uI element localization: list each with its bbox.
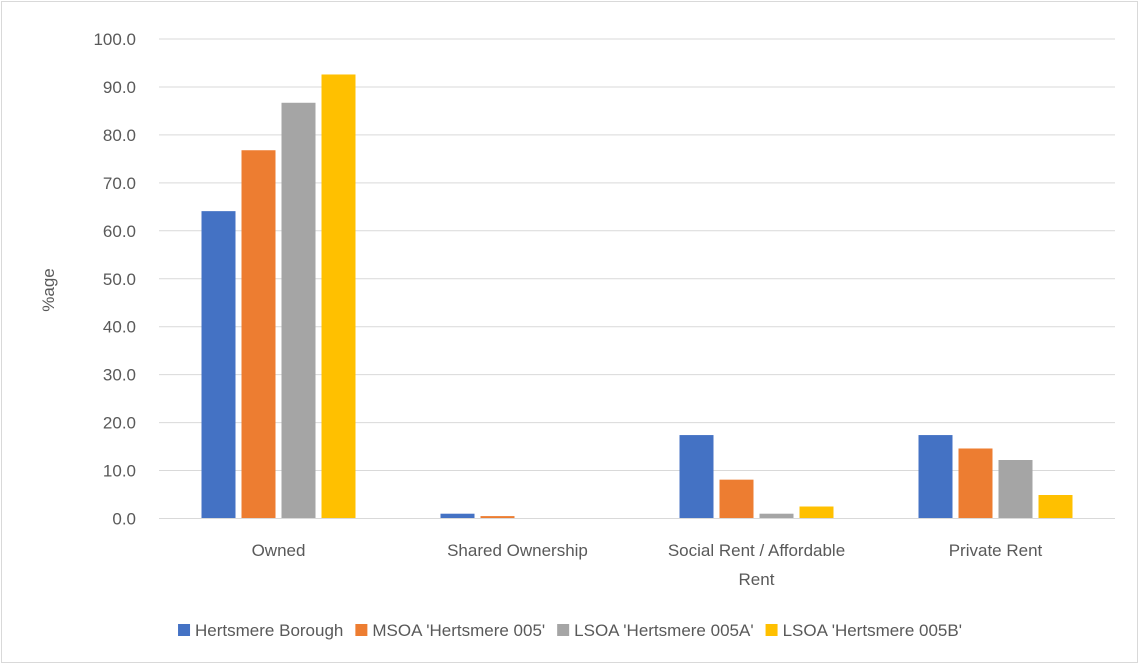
bar — [958, 448, 993, 519]
legend-swatch — [355, 624, 368, 636]
bar — [440, 513, 475, 519]
bar — [759, 513, 794, 519]
y-tick-label: 100.0 — [93, 30, 136, 49]
bar — [719, 479, 754, 519]
x-category-label: Owned — [252, 541, 306, 560]
gridlines — [159, 38, 1115, 472]
bar — [480, 516, 515, 519]
legend-swatch — [557, 624, 570, 636]
bars — [201, 74, 1073, 519]
y-tick-label: 50.0 — [103, 270, 136, 289]
y-axis-ticks: 0.0 10.0 20.0 30.0 40.0 50.0 60.0 70.0 80.0 90.0 1… — [93, 30, 136, 529]
bar — [281, 102, 316, 519]
y-tick-label: 0.0 — [112, 510, 136, 529]
legend-swatch — [178, 624, 191, 636]
x-category-label: Rent — [739, 570, 775, 589]
bar — [321, 74, 356, 519]
y-tick-label: 30.0 — [103, 366, 136, 385]
y-tick-label: 20.0 — [103, 414, 136, 433]
bar — [998, 460, 1033, 519]
x-axis-categories: Owned Shared Ownership Social Rent / Affor… — [252, 541, 1043, 589]
legend-label: LSOA 'Hertsmere 005B' — [783, 621, 962, 640]
legend-label: LSOA 'Hertsmere 005A' — [574, 621, 753, 640]
legend-label: MSOA 'Hertsmere 005' — [372, 621, 545, 640]
x-category-label: Social Rent / Affordable — [668, 541, 845, 560]
y-tick-label: 80.0 — [103, 126, 136, 145]
legend: Hertsmere Borough MSOA 'Hertsmere 005' LSO… — [178, 621, 962, 640]
bar — [918, 435, 953, 519]
y-tick-label: 90.0 — [103, 78, 136, 97]
bar — [679, 435, 714, 519]
bar — [201, 211, 236, 519]
bar — [1038, 495, 1073, 519]
x-category-label: Private Rent — [949, 541, 1043, 560]
y-tick-label: 40.0 — [103, 318, 136, 337]
legend-label: Hertsmere Borough — [195, 621, 343, 640]
bar — [799, 506, 834, 519]
legend-swatch — [765, 624, 778, 636]
y-tick-label: 60.0 — [103, 222, 136, 241]
y-tick-label: 10.0 — [103, 462, 136, 481]
bar — [241, 150, 276, 519]
y-tick-label: 70.0 — [103, 174, 136, 193]
x-category-label: Shared Ownership — [447, 541, 588, 560]
y-axis-label: %age — [39, 268, 58, 311]
